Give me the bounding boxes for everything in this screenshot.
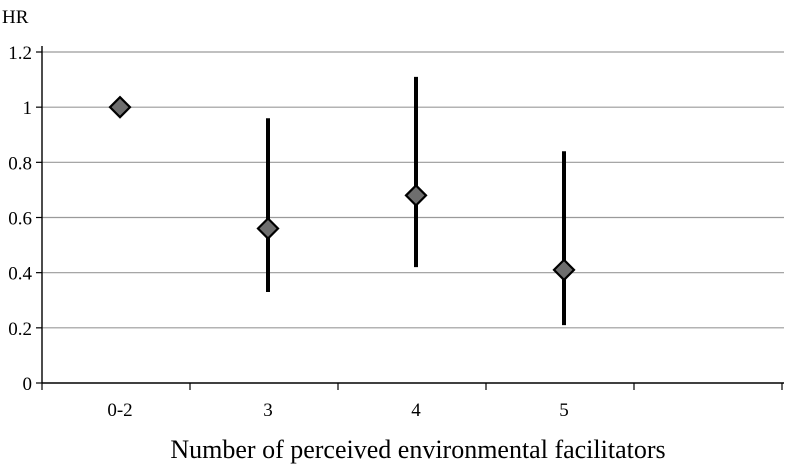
y-tick-label: 1.2	[8, 43, 32, 64]
x-tick-label: 0-2	[107, 400, 132, 421]
y-tick-labels: 0 0.2 0.4 0.6 0.8 1 1.2	[8, 43, 32, 395]
y-tick-label: 1	[23, 98, 33, 119]
hr-point	[108, 95, 132, 119]
hr-point	[404, 183, 428, 207]
gridlines	[42, 51, 784, 329]
y-tick-label: 0	[23, 374, 33, 395]
y-tick-label: 0.2	[8, 319, 32, 340]
y-axis-title: HR	[2, 7, 29, 28]
x-tick-label: 5	[559, 400, 569, 421]
x-tick-label: 3	[263, 400, 273, 421]
hr-point	[552, 258, 576, 282]
x-tick-label: 4	[411, 400, 421, 421]
x-axis-title: Number of perceived environmental facili…	[170, 435, 665, 464]
hr-point	[256, 216, 280, 241]
y-tick-label: 0.8	[8, 153, 32, 174]
hr-markers	[108, 95, 576, 282]
axes	[36, 46, 784, 390]
error-bars	[266, 76, 566, 326]
x-tick-labels: 0-2 3 4 5	[107, 400, 568, 421]
y-tick-label: 0.4	[8, 264, 32, 285]
y-tick-label: 0.6	[8, 209, 32, 230]
